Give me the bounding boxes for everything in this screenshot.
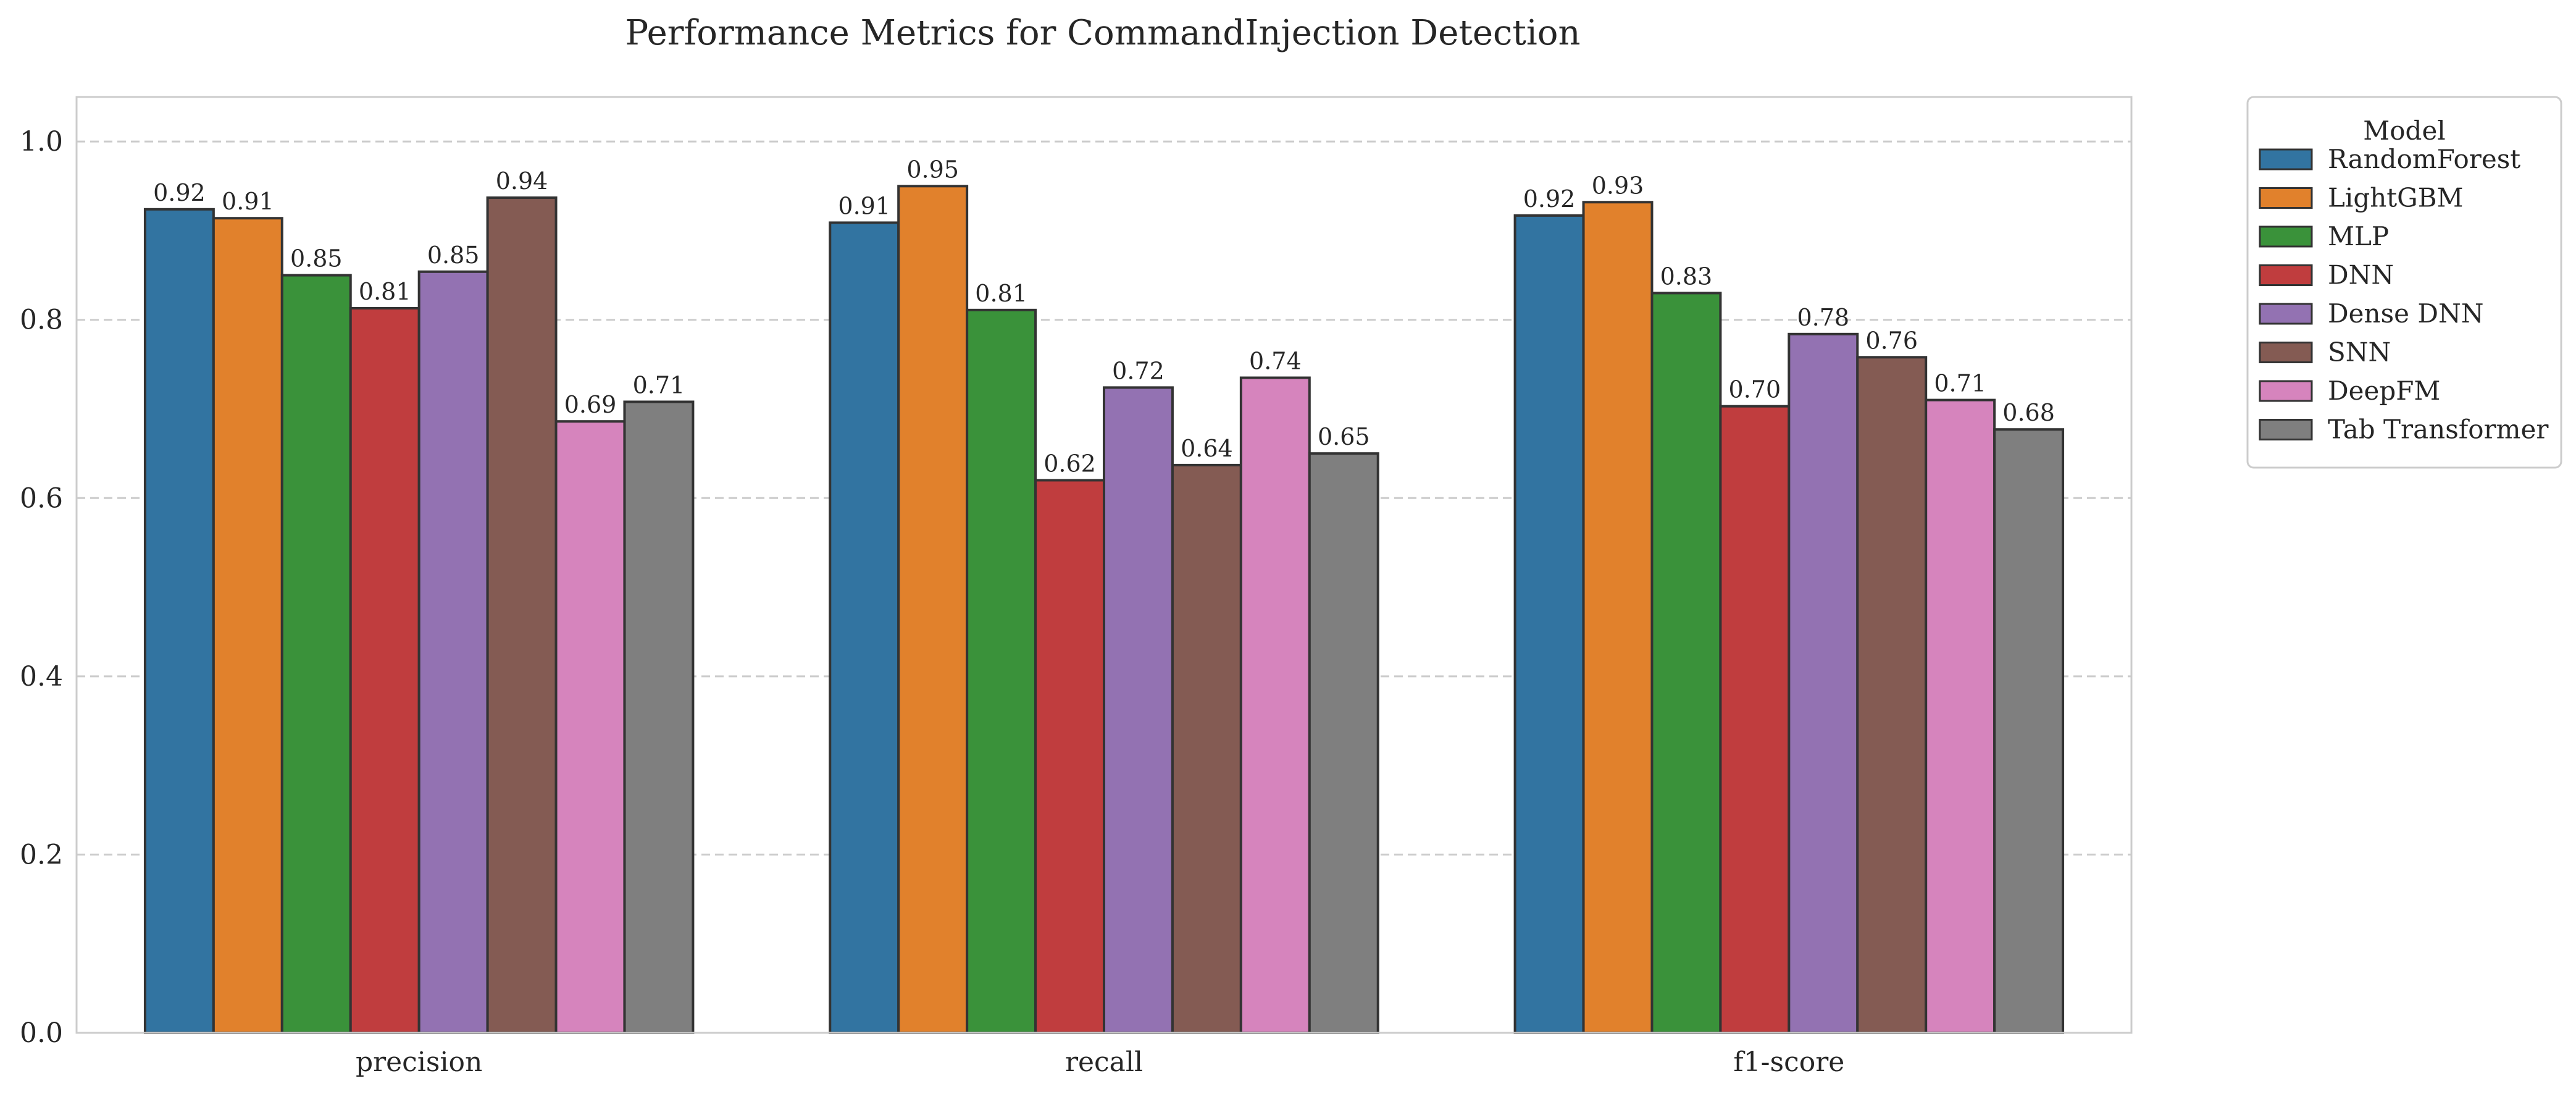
legend-label: Dense DNN	[2328, 298, 2484, 329]
bar-tab-transformer-f1-score	[1993, 428, 2065, 1034]
data-label: 0.62	[1043, 450, 1096, 477]
x-tick-label: f1-score	[1733, 1046, 1844, 1078]
data-label: 0.72	[1112, 357, 1165, 384]
bar-randomforest-f1-score	[1513, 214, 1585, 1034]
bars	[143, 185, 2065, 1035]
y-axis-ticks: 0.0 0.2 0.4 0.6 0.8 1.0	[20, 126, 63, 1049]
legend: Model RandomForest LightGBM MLP DNN Dense DN…	[2246, 96, 2562, 469]
data-label: 0.95	[906, 156, 959, 183]
legend-title: Model	[2363, 116, 2445, 146]
bar-dnn-f1-score	[1719, 405, 1791, 1034]
bar-deepfm-precision	[554, 420, 626, 1034]
bar-snn-precision	[486, 196, 558, 1034]
legend-label: DNN	[2328, 260, 2394, 290]
legend-swatch	[2259, 380, 2313, 402]
data-label: 0.70	[1729, 376, 1781, 403]
data-label: 0.71	[1934, 370, 1986, 397]
bar-dnn-recall	[1034, 479, 1105, 1034]
data-label: 0.81	[359, 278, 411, 305]
data-label: 0.85	[290, 245, 343, 272]
data-label: 0.85	[427, 242, 480, 269]
legend-label: LightGBM	[2328, 183, 2464, 213]
legend-swatch	[2259, 225, 2313, 248]
bar-dense-dnn-f1-score	[1788, 332, 1859, 1034]
data-label: 0.69	[564, 391, 617, 418]
bar-randomforest-precision	[143, 208, 215, 1034]
bar-tab-transformer-precision	[623, 400, 695, 1034]
bar-lightgbm-f1-score	[1582, 201, 1654, 1034]
bar-randomforest-recall	[829, 221, 900, 1034]
data-label: 0.91	[222, 188, 274, 215]
bar-snn-f1-score	[1856, 356, 1928, 1034]
y-tick-label: 1.0	[20, 126, 63, 158]
legend-label: DeepFM	[2328, 376, 2440, 406]
x-axis-ticks: precision recall f1-score	[356, 1046, 1844, 1078]
legend-label: SNN	[2328, 337, 2391, 368]
data-label: 0.93	[1592, 172, 1644, 199]
legend-swatch	[2259, 419, 2313, 440]
bar-dense-dnn-recall	[1103, 386, 1174, 1034]
data-label: 0.94	[496, 167, 548, 195]
bar-deepfm-f1-score	[1925, 398, 1996, 1034]
legend-label: MLP	[2328, 221, 2389, 251]
bar-mlp-f1-score	[1650, 292, 1722, 1034]
legend-items: RandomForest LightGBM MLP DNN Dense DNN SNN De…	[2259, 144, 2549, 445]
data-label: 0.83	[1660, 263, 1713, 290]
bar-dnn-precision	[349, 306, 420, 1034]
legend-swatch	[2259, 303, 2313, 325]
data-label: 0.81	[975, 280, 1027, 307]
bar-dense-dnn-precision	[417, 270, 489, 1034]
bar-mlp-recall	[966, 308, 1037, 1034]
data-label: 0.68	[2002, 399, 2055, 426]
data-label: 0.64	[1181, 435, 1233, 462]
data-label: 0.92	[153, 179, 206, 206]
legend-swatch	[2259, 148, 2313, 170]
x-tick-label: precision	[356, 1046, 482, 1078]
x-tick-label: recall	[1065, 1046, 1143, 1078]
data-label: 0.65	[1318, 423, 1370, 450]
y-tick-label: 0.6	[20, 482, 63, 514]
data-label: 0.91	[838, 192, 890, 219]
legend-box	[2246, 96, 2562, 469]
data-label: 0.76	[1865, 327, 1918, 354]
bar-lightgbm-recall	[897, 185, 969, 1034]
bar-snn-recall	[1171, 463, 1242, 1034]
data-label: 0.78	[1797, 304, 1849, 331]
y-tick-label: 0.8	[20, 305, 63, 336]
legend-swatch	[2259, 264, 2313, 286]
data-label: 0.74	[1249, 348, 1302, 375]
bar-deepfm-recall	[1239, 376, 1311, 1034]
y-tick-label: 0.0	[20, 1017, 63, 1049]
bar-tab-transformer-recall	[1308, 452, 1379, 1034]
data-labels: 0.92 0.91 0.85 0.81 0.85 0.94 0.69 0.71 0.91 0.95…	[153, 156, 2055, 477]
data-label: 0.92	[1523, 185, 1576, 212]
legend-swatch	[2259, 342, 2313, 363]
legend-label: Tab Transformer	[2328, 414, 2549, 445]
plot-frame	[75, 96, 2133, 1034]
bar-mlp-precision	[280, 274, 352, 1035]
y-tick-label: 0.2	[20, 839, 63, 870]
data-label: 0.71	[633, 371, 685, 398]
bar-lightgbm-precision	[212, 217, 283, 1035]
y-tick-label: 0.4	[20, 661, 63, 692]
legend-swatch	[2259, 187, 2313, 209]
legend-label: RandomForest	[2328, 144, 2520, 174]
chart-title: Performance Metrics for CommandInjection…	[625, 13, 1580, 53]
